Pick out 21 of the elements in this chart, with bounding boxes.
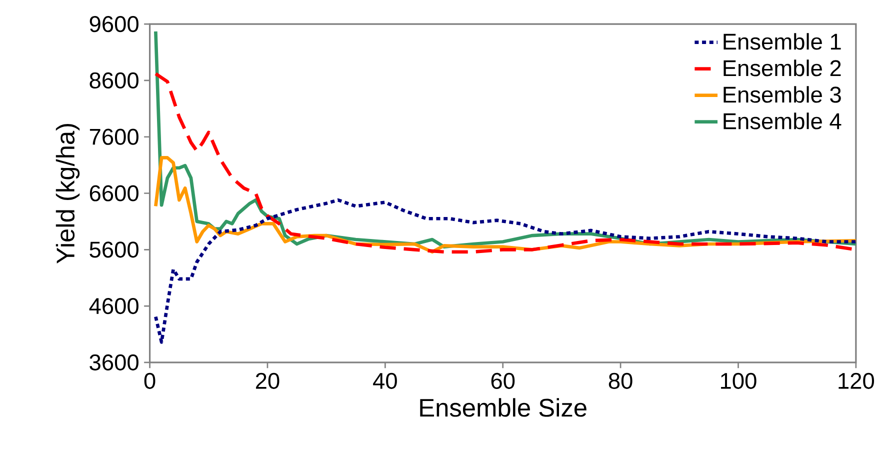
legend-label: Ensemble 1 — [724, 32, 841, 50]
y-tick-label: 8600 — [90, 72, 138, 88]
x-axis-title: Ensemble Size — [420, 398, 586, 417]
x-tick-label: 60 — [491, 372, 515, 389]
y-tick-label: 9600 — [90, 16, 138, 32]
y-tick-label: 7600 — [90, 128, 138, 145]
x-tick-label: 0 — [144, 372, 156, 389]
x-tick-label: 20 — [256, 372, 280, 389]
x-tick-label: 80 — [608, 372, 632, 389]
y-tick-label: 3600 — [90, 354, 138, 370]
x-tick-label: 120 — [838, 372, 874, 389]
x-tick-label: 40 — [373, 372, 397, 389]
y-tick-label: 4600 — [89, 298, 138, 314]
legend-label: Ensemble 2 — [724, 59, 841, 76]
legend-label: Ensemble 3 — [724, 86, 841, 103]
line-series — [154, 198, 856, 344]
x-tick-label: 100 — [721, 372, 756, 389]
y-axis-title: Yield (kg/ha) — [56, 124, 80, 264]
y-tick-label: 5600 — [90, 241, 138, 258]
y-tick-label: 6600 — [90, 185, 138, 202]
legend-label: Ensemble 4 — [724, 112, 842, 130]
